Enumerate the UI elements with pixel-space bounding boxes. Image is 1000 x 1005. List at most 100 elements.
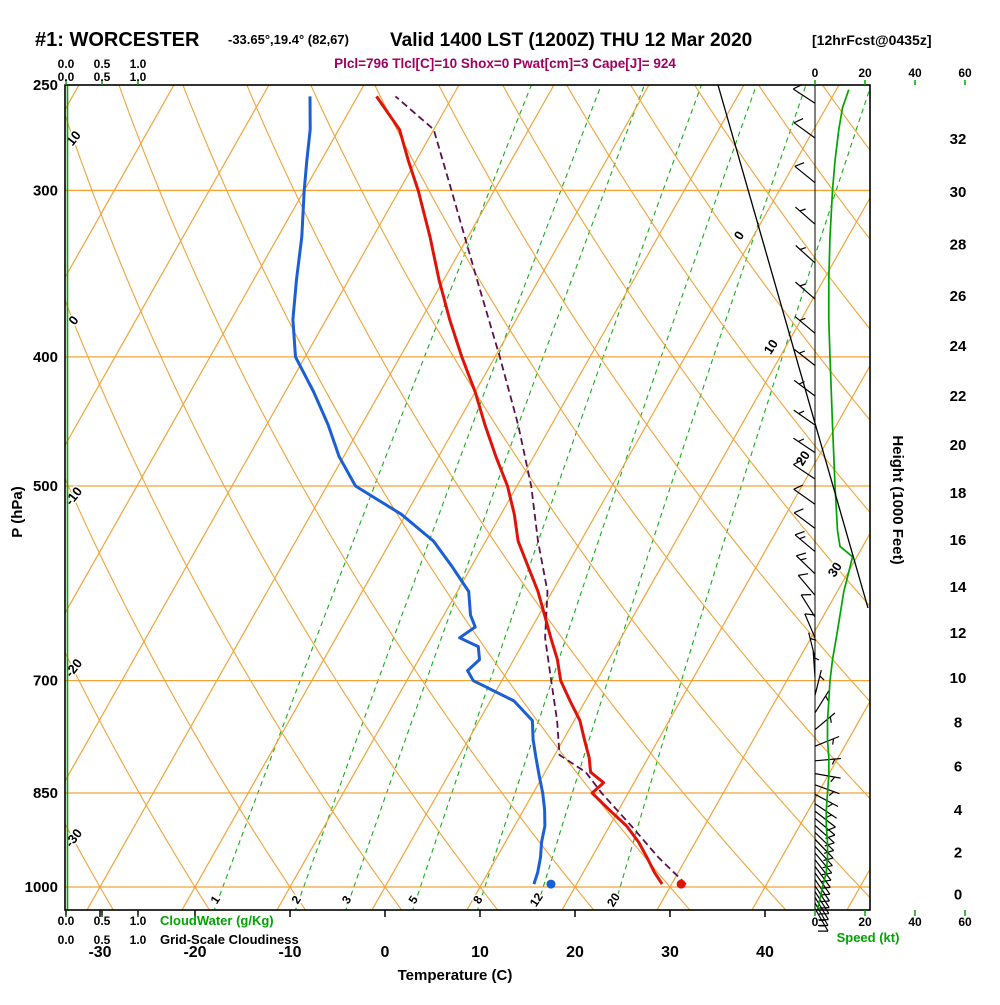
pressure-tick-label: 850: [33, 785, 58, 802]
mixing-ratio-label: 5: [406, 893, 422, 906]
height-tick-label: 24: [950, 338, 967, 355]
isotherm-line: [562, 85, 1000, 910]
isotherm-label: 10: [761, 337, 781, 357]
sounding-profiles: [293, 96, 686, 888]
surface-temperature-dot: [677, 880, 686, 889]
station-title: #1: WORCESTER: [35, 29, 200, 51]
height-tick-label: 30: [950, 184, 967, 201]
cloudiness-tick-label: 1.0: [130, 933, 147, 947]
wind-panel: [68, 85, 853, 932]
height-tick-label: 10: [950, 670, 967, 687]
wind-barb: [795, 163, 815, 183]
cloudiness-tick-label: 0.0: [58, 933, 75, 947]
dry-adiabat-line: [183, 85, 692, 913]
mixing-ratio-line: [613, 85, 871, 913]
height-tick-label: 4: [954, 802, 963, 819]
speed-tick-label: 40: [908, 66, 922, 80]
height-tick-label: 6: [954, 759, 962, 776]
cloudwater-axis-label: CloudWater (g/Kg): [160, 913, 274, 928]
wind-barb: [815, 670, 824, 695]
temperature-tick-label: 0: [381, 944, 390, 961]
height-axis-label: Height (1000 Feet): [889, 435, 906, 564]
mixing-ratio-label: 1: [207, 893, 223, 906]
height-tick-label: 32: [950, 131, 967, 148]
background-grid: [0, 85, 1000, 913]
isotherm-label: 20: [793, 448, 813, 468]
height-tick-label: 22: [950, 388, 967, 405]
temperature-tick-label: 20: [566, 944, 584, 961]
temperature-tick-label: 10: [471, 944, 489, 961]
height-tick-label: 12: [950, 625, 967, 642]
mixing-ratio-line: [535, 85, 806, 913]
parcel-curve: [396, 96, 686, 884]
speed-tick-label: 0: [812, 915, 819, 929]
cloudiness-tick-label: 0.5: [94, 933, 111, 947]
dry-adiabat-line: [0, 85, 403, 913]
speed-tick-label: 20: [858, 915, 872, 929]
valid-time: Valid 1400 LST (1200Z) THU 12 Mar 2020: [390, 30, 752, 51]
speed-tick-label: 60: [958, 915, 972, 929]
height-tick-label: 16: [950, 532, 967, 549]
wind-barb: [815, 691, 829, 713]
isotherm-label: 30: [825, 559, 845, 579]
wind-speed-curve: [818, 90, 853, 910]
station-coords: -33.65°,19.4° (82,67): [228, 32, 349, 47]
cloudwater-tick-label: 1.0: [130, 57, 147, 71]
wind-barb: [793, 85, 815, 104]
mixing-ratio-label: 3: [339, 893, 355, 906]
wind-barb: [795, 282, 815, 299]
speed-tick-label: 60: [958, 66, 972, 80]
pressure-tick-label: 250: [33, 77, 58, 94]
mixing-ratio-line: [412, 85, 702, 913]
sounding-parameters: Plcl=796 Tlcl[C]=10 Shox=0 Pwat[cm]=3 Ca…: [334, 56, 676, 71]
mixing-ratio-line: [477, 85, 757, 913]
cloudwater-tick-label: 0.0: [58, 57, 75, 71]
isotherm-line: [0, 85, 174, 910]
mixing-ratio-label: 8: [470, 893, 486, 906]
pressure-tick-label: 1000: [25, 879, 58, 896]
cloudiness-tick-label: 0.5: [94, 70, 111, 84]
wind-barb: [798, 574, 815, 596]
isotherm-line: [87, 85, 554, 910]
plot-frame: [65, 85, 870, 910]
forecast-tag: [12hrFcst@0435z]: [812, 32, 931, 48]
dry-adiabat-line: [439, 85, 1000, 913]
pressure-tick-label: 400: [33, 349, 58, 366]
surface-dewpoint-dot: [546, 880, 555, 889]
height-tick-label: 18: [950, 485, 967, 502]
cloudiness-tick-label: 1.0: [130, 70, 147, 84]
dry-adiabat-line: [119, 85, 596, 913]
wind-barb: [795, 531, 815, 551]
dry-adiabat-label: 10: [63, 128, 84, 149]
wind-barb: [805, 614, 815, 638]
wind-barb: [794, 509, 815, 529]
wind-barb: [815, 713, 835, 730]
speed-tick-label: 0: [812, 66, 819, 80]
wind-barb: [795, 207, 815, 224]
speed-tick-label: 40: [908, 915, 922, 929]
wind-barb: [796, 553, 815, 574]
dry-adiabat-line: [823, 85, 1000, 913]
pressure-tick-label: 700: [33, 673, 58, 690]
height-tick-label: 2: [954, 845, 962, 862]
wind-barb: [801, 595, 815, 617]
wind-barb: [794, 119, 815, 138]
temperature-tick-label: 30: [661, 944, 679, 961]
mixing-ratio-label: 12: [527, 890, 546, 909]
pressure-axis-label: P (hPa): [9, 486, 26, 537]
wind-barb: [793, 438, 815, 453]
mixing-ratio-label: 20: [604, 890, 623, 909]
height-tick-label: 28: [950, 236, 967, 253]
cloudiness-tick-label: 0.0: [58, 70, 75, 84]
dry-adiabat-line: [55, 85, 500, 913]
speed-axis-label: Speed (kt): [837, 930, 900, 945]
height-tick-label: 26: [950, 288, 967, 305]
temperature-axis-label: Temperature (C): [398, 967, 513, 984]
height-tick-label: 8: [954, 715, 962, 732]
dry-adiabat-line: [0, 85, 211, 913]
mixing-ratio-line: [295, 85, 602, 913]
dry-adiabat-line: [503, 85, 1000, 913]
cloudiness-axis-label: Grid-Scale Cloudiness: [160, 932, 299, 947]
